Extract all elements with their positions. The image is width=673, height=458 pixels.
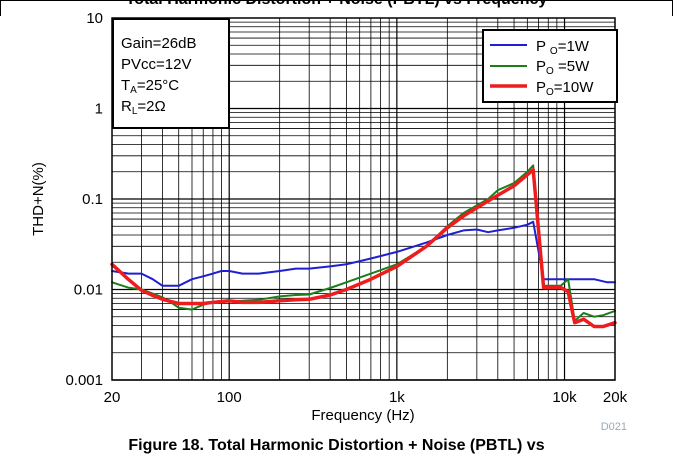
series-line-po-10w xyxy=(110,168,617,329)
legend-label-5w: PO =5W xyxy=(536,58,590,77)
watermark-code: D021 xyxy=(601,421,627,433)
legend-label-1w: P O=1W xyxy=(536,38,590,57)
y-axis-label: THD+N(%) xyxy=(30,162,47,236)
legend-label-10w: PO=10W xyxy=(536,79,594,98)
conditions-box: Gain=26dB PVcc=12V TA=25°C RL=2Ω xyxy=(112,18,230,129)
y-tick-label: 0.01 xyxy=(74,282,103,299)
x-axis-label: Frequency (Hz) xyxy=(311,407,414,424)
x-tick-label: 10k xyxy=(552,389,577,406)
legend: P O=1W PO =5W PO=10W xyxy=(482,29,618,103)
condition-ta: TA=25°C xyxy=(121,77,179,96)
figure-title-partial: Total Harmonic Distortion + Noise (PBTL)… xyxy=(0,0,673,9)
figure-caption: Figure 18. Total Harmonic Distortion + N… xyxy=(128,437,545,454)
tick-labels: 20 100 1k 10k 20k 0.001 0.01 0.1 1 10 xyxy=(65,10,627,406)
x-tick-label: 20k xyxy=(603,389,628,406)
y-tick-label: 1 xyxy=(95,101,103,118)
condition-pvcc: PVcc=12V xyxy=(121,56,191,73)
condition-rl: RL=2Ω xyxy=(121,98,166,117)
frame-left-line xyxy=(0,0,1,16)
y-tick-label: 10 xyxy=(86,10,103,27)
x-tick-label: 1k xyxy=(389,389,405,406)
plot-border xyxy=(111,17,616,381)
series-line-po-5w xyxy=(111,164,616,322)
y-tick-label: 0.001 xyxy=(65,372,103,389)
frame-top-line xyxy=(0,0,673,1)
y-tick-label: 0.1 xyxy=(82,191,103,208)
x-tick-label: 20 xyxy=(104,389,121,406)
series-layer xyxy=(110,164,617,329)
x-tick-label: 100 xyxy=(217,389,242,406)
condition-gain: Gain=26dB xyxy=(121,35,196,52)
